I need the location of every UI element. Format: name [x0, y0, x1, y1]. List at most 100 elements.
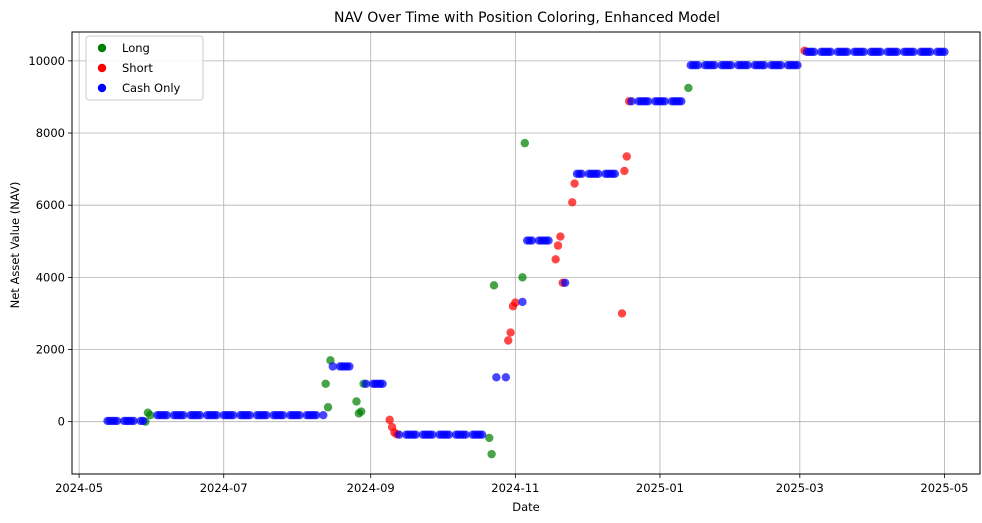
- cash-only-point: [138, 416, 148, 426]
- x-tick-label: 2025-05: [920, 481, 968, 495]
- short-point: [620, 166, 629, 176]
- axis-ticks: 2024-05 2024-07 2024-09 2024-11 2025-01 2025-…: [28, 54, 968, 495]
- x-tick-label: 2024-07: [200, 481, 248, 495]
- cash-only-point: [594, 169, 603, 179]
- short-point: [570, 179, 579, 188]
- cash-only-point: [560, 278, 570, 287]
- short-point: [506, 328, 515, 337]
- chart-title: NAV Over Time with Position Coloring, En…: [334, 10, 720, 26]
- legend-label-short: Short: [122, 61, 153, 75]
- grid-lines: [72, 32, 980, 474]
- long-point: [485, 433, 494, 443]
- short-point: [568, 198, 577, 207]
- cash-only-point: [577, 169, 586, 179]
- cash-only-point: [162, 410, 172, 420]
- legend-marker-short: [97, 63, 107, 73]
- cash-only-point: [926, 47, 935, 57]
- scatter-points: [103, 46, 949, 459]
- short-point: [511, 298, 520, 307]
- legend-label-long: Long: [122, 41, 150, 55]
- cash-only-point: [345, 362, 354, 371]
- cash-only-point: [940, 47, 949, 57]
- long-point: [146, 410, 155, 420]
- legend: Long Short Cash Only: [85, 35, 204, 101]
- cash-only-point: [527, 236, 537, 245]
- cash-only-point: [245, 410, 255, 420]
- long-point: [684, 83, 693, 93]
- cash-only-point: [444, 430, 454, 439]
- cash-only-point: [809, 47, 819, 57]
- cash-only-point: [328, 362, 337, 371]
- cash-only-point: [195, 410, 205, 420]
- cash-only-point: [492, 373, 501, 382]
- short-point: [553, 241, 563, 250]
- y-tick-label: 2000: [36, 343, 65, 357]
- short-point: [385, 415, 394, 425]
- cash-only-point: [319, 410, 328, 420]
- cash-only-point: [262, 410, 271, 420]
- cash-only-point: [311, 410, 321, 420]
- y-tick-label: 10000: [28, 54, 65, 68]
- long-point: [518, 273, 527, 282]
- y-axis-label: Net Asset Value (NAV): [8, 182, 22, 309]
- cash-only-point: [760, 60, 769, 70]
- y-tick-label: 6000: [36, 198, 65, 212]
- long-point: [489, 281, 499, 290]
- cash-only-point: [876, 47, 885, 57]
- cash-only-point: [378, 379, 387, 388]
- cash-only-point: [112, 416, 122, 426]
- cash-only-point: [428, 430, 437, 439]
- y-tick-label: 8000: [36, 126, 65, 140]
- cash-only-point: [909, 47, 918, 57]
- plot-frame: [71, 31, 981, 475]
- cash-only-point: [859, 47, 869, 57]
- long-point: [352, 397, 361, 406]
- short-point: [622, 152, 631, 161]
- cash-only-point: [610, 169, 620, 179]
- cash-only-point: [129, 416, 138, 426]
- y-tick-label: 0: [58, 415, 65, 429]
- cash-only-point: [677, 97, 686, 106]
- cash-only-point: [660, 97, 669, 106]
- cash-only-point: [295, 410, 304, 420]
- legend-marker-long: [97, 43, 107, 53]
- cash-only-point: [179, 410, 188, 420]
- x-tick-label: 2024-11: [491, 481, 539, 495]
- cash-only-point: [843, 47, 852, 57]
- cash-only-point: [627, 97, 636, 106]
- legend-box: [85, 35, 204, 101]
- x-tick-label: 2024-05: [55, 481, 103, 495]
- cash-only-point: [394, 430, 404, 439]
- cash-only-point: [743, 60, 752, 70]
- cash-only-point: [518, 297, 527, 307]
- legend-label-cash-only: Cash Only: [122, 81, 181, 95]
- cash-only-point: [411, 430, 420, 439]
- legend-marker-cash-only: [97, 83, 107, 93]
- x-tick-label: 2025-03: [776, 481, 824, 495]
- x-axis-label: Date: [512, 500, 540, 514]
- cash-only-point: [477, 430, 487, 439]
- long-point: [520, 138, 530, 148]
- long-point: [357, 407, 366, 416]
- short-point: [551, 255, 560, 264]
- cash-only-point: [361, 379, 371, 388]
- cash-only-point: [710, 60, 719, 70]
- long-point: [323, 403, 333, 412]
- cash-only-point: [278, 410, 288, 420]
- cash-only-point: [643, 97, 653, 106]
- cash-only-point: [212, 410, 221, 420]
- cash-only-point: [776, 60, 786, 70]
- long-point: [487, 449, 496, 459]
- cash-only-point: [229, 410, 238, 420]
- cash-only-point: [892, 47, 902, 57]
- x-tick-label: 2025-01: [636, 481, 684, 495]
- y-tick-label: 4000: [36, 270, 65, 284]
- short-point: [504, 336, 513, 345]
- long-point: [321, 379, 330, 388]
- cash-only-point: [693, 60, 703, 70]
- short-point: [556, 232, 565, 241]
- cash-only-point: [793, 60, 802, 70]
- x-tick-label: 2024-09: [347, 481, 395, 495]
